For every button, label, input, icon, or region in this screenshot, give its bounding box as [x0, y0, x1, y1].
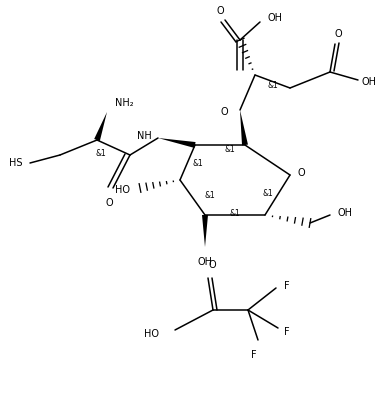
Text: &1: &1 [267, 81, 279, 89]
Text: F: F [284, 281, 290, 291]
Text: OH: OH [197, 257, 213, 267]
Text: F: F [251, 350, 257, 360]
Text: O: O [216, 6, 224, 16]
Text: &1: &1 [230, 208, 240, 218]
Text: &1: &1 [225, 145, 235, 154]
Polygon shape [158, 138, 195, 148]
Text: &1: &1 [193, 158, 203, 168]
Polygon shape [202, 215, 208, 247]
Text: OH: OH [362, 77, 377, 87]
Text: HO: HO [115, 185, 130, 195]
Text: NH₂: NH₂ [115, 98, 134, 108]
Text: &1: &1 [96, 150, 106, 158]
Text: F: F [284, 327, 290, 337]
Text: O: O [208, 260, 216, 270]
Text: HS: HS [8, 158, 22, 168]
Text: &1: &1 [205, 191, 215, 200]
Text: NH: NH [137, 131, 152, 141]
Text: O: O [298, 168, 306, 178]
Text: O: O [105, 198, 113, 208]
Polygon shape [240, 110, 248, 145]
Text: OH: OH [268, 13, 283, 23]
Text: HO: HO [144, 329, 159, 339]
Text: O: O [334, 29, 342, 39]
Text: &1: &1 [263, 189, 274, 197]
Text: OH: OH [337, 208, 352, 218]
Polygon shape [94, 112, 107, 141]
Text: O: O [220, 107, 228, 117]
